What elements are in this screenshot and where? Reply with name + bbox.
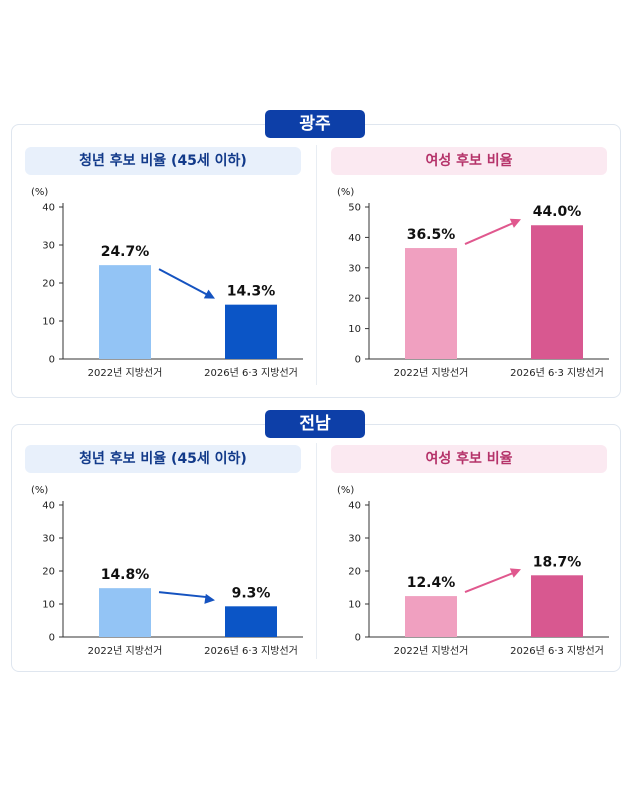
- data-label: 18.7%: [533, 554, 582, 570]
- y-tick-label: 0: [355, 633, 361, 644]
- unit-label: (%): [31, 485, 48, 496]
- bar: [531, 575, 583, 637]
- data-label: 14.3%: [227, 284, 276, 300]
- data-label: 24.7%: [101, 244, 150, 260]
- y-tick-label: 30: [42, 534, 55, 545]
- y-tick-label: 40: [348, 233, 361, 244]
- y-tick-label: 30: [42, 241, 55, 252]
- y-tick-label: 0: [355, 355, 361, 366]
- x-tick-label: 2022년 지방선거: [394, 645, 469, 657]
- chart-title: 청년 후보 비율 (45세 이하): [25, 445, 301, 473]
- y-tick-label: 40: [42, 203, 55, 214]
- chart-title: 청년 후보 비율 (45세 이하): [25, 147, 301, 175]
- data-label: 14.8%: [101, 567, 150, 583]
- chart-divider: [316, 443, 317, 659]
- x-tick-label: 2022년 지방선거: [394, 367, 469, 379]
- bar: [225, 304, 277, 359]
- region-panel-gwangju: 청년 후보 비율 (45세 이하) (%) 0 10 20 30 40 24.7% 2022년…: [11, 124, 621, 398]
- y-tick-label: 0: [49, 355, 55, 366]
- y-tick-label: 40: [348, 501, 361, 512]
- bar: [225, 606, 277, 637]
- x-tick-label: 2026년 6·3 지방선거: [204, 367, 298, 379]
- bar-chart-youth-gwangju: (%) 0 10 20 30 40 24.7% 2022년 지방선거 14.3% 2026년 6·…: [31, 187, 303, 379]
- bar: [531, 225, 583, 359]
- y-tick-label: 20: [42, 279, 55, 290]
- chart-title: 여성 후보 비율: [331, 147, 607, 175]
- chart-title: 여성 후보 비율: [331, 445, 607, 473]
- x-tick-label: 2026년 6·3 지방선거: [510, 367, 604, 379]
- region-title-jeonnam: 전남: [265, 410, 365, 438]
- region-title-gwangju: 광주: [265, 110, 365, 138]
- unit-label: (%): [31, 187, 48, 198]
- y-tick-label: 10: [348, 600, 361, 611]
- bar: [405, 596, 457, 637]
- trend-arrow-shaft: [464, 571, 516, 594]
- trend-arrow-head: [203, 289, 215, 299]
- y-tick-label: 10: [42, 317, 55, 328]
- bar-chart-youth-jeonnam: (%) 0 10 20 30 40 14.8% 2022년 지방선거 9.3% 2026년 6·3…: [31, 485, 303, 657]
- x-tick-label: 2022년 지방선거: [88, 367, 163, 379]
- y-tick-label: 20: [42, 567, 55, 578]
- trend-arrow-shaft: [158, 268, 210, 297]
- y-tick-label: 40: [42, 501, 55, 512]
- data-label: 12.4%: [407, 575, 456, 591]
- x-tick-label: 2026년 6·3 지방선거: [204, 645, 298, 657]
- trend-arrow-head: [509, 218, 521, 228]
- data-label: 44.0%: [533, 204, 582, 220]
- data-label: 36.5%: [407, 227, 456, 243]
- y-tick-label: 50: [348, 203, 361, 214]
- region-panel-jeonnam: 청년 후보 비율 (45세 이하) (%) 0 10 20 30 40 14.8% 2022년…: [11, 424, 621, 672]
- y-tick-label: 20: [348, 567, 361, 578]
- trend-arrow-shaft: [464, 221, 516, 245]
- bar-chart-women-jeonnam: (%) 0 10 20 30 40 12.4% 2022년 지방선거 18.7% 2026년 6·…: [337, 485, 609, 657]
- data-label: 9.3%: [232, 585, 271, 601]
- unit-label: (%): [337, 485, 354, 496]
- y-tick-label: 30: [348, 263, 361, 274]
- bar: [99, 265, 151, 359]
- trend-arrow-head: [509, 568, 521, 578]
- y-tick-label: 10: [42, 600, 55, 611]
- y-tick-label: 20: [348, 294, 361, 305]
- chart-divider: [316, 145, 317, 385]
- bar-chart-women-gwangju: (%) 0 10 20 30 40 50 36.5% 2022년 지방선거 44.0% 2026년 …: [337, 187, 609, 379]
- bar: [405, 248, 457, 359]
- unit-label: (%): [337, 187, 354, 198]
- trend-arrow-head: [204, 593, 215, 604]
- y-tick-label: 0: [49, 633, 55, 644]
- x-tick-label: 2022년 지방선거: [88, 645, 163, 657]
- bar: [99, 588, 151, 637]
- trend-arrow-shaft: [158, 591, 210, 599]
- y-tick-label: 30: [348, 534, 361, 545]
- y-tick-label: 10: [348, 324, 361, 335]
- x-tick-label: 2026년 6·3 지방선거: [510, 645, 604, 657]
